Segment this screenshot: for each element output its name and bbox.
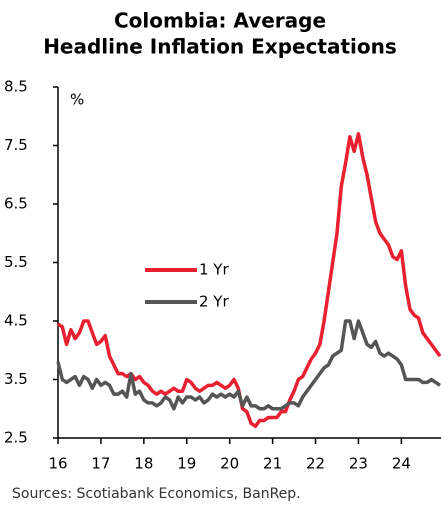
y-tick-label: 2.5 xyxy=(4,429,28,447)
y-tick-label: 6.5 xyxy=(4,195,28,213)
x-tick-label: 23 xyxy=(349,455,368,473)
legend-label: 1 Yr xyxy=(199,261,229,279)
y-tick-label: 4.5 xyxy=(4,312,28,330)
y-tick-label: 7.5 xyxy=(4,136,28,154)
x-tick-label: 19 xyxy=(177,455,196,473)
x-tick-label: 18 xyxy=(134,455,153,473)
series-line xyxy=(56,319,441,411)
series-line xyxy=(57,132,441,429)
y-tick-label: 5.5 xyxy=(4,253,28,271)
x-tick-label: 22 xyxy=(306,455,325,473)
x-tick-label: 17 xyxy=(91,455,110,473)
x-tick-label: 20 xyxy=(220,455,239,473)
source: Sources: Scotiabank Economics, BanRep. xyxy=(12,486,301,502)
chart-title: Headline Inflation Expectations xyxy=(43,35,397,59)
legend-label: 2 Yr xyxy=(199,293,229,311)
y-unit: % xyxy=(70,91,84,109)
y-tick-label: 3.5 xyxy=(4,370,28,388)
x-tick-label: 21 xyxy=(263,455,282,473)
x-tick-label: 16 xyxy=(48,455,67,473)
x-tick-label: 24 xyxy=(392,455,411,473)
y-tick-label: 8.5 xyxy=(4,78,28,96)
chart-title: Colombia: Average xyxy=(114,9,326,33)
